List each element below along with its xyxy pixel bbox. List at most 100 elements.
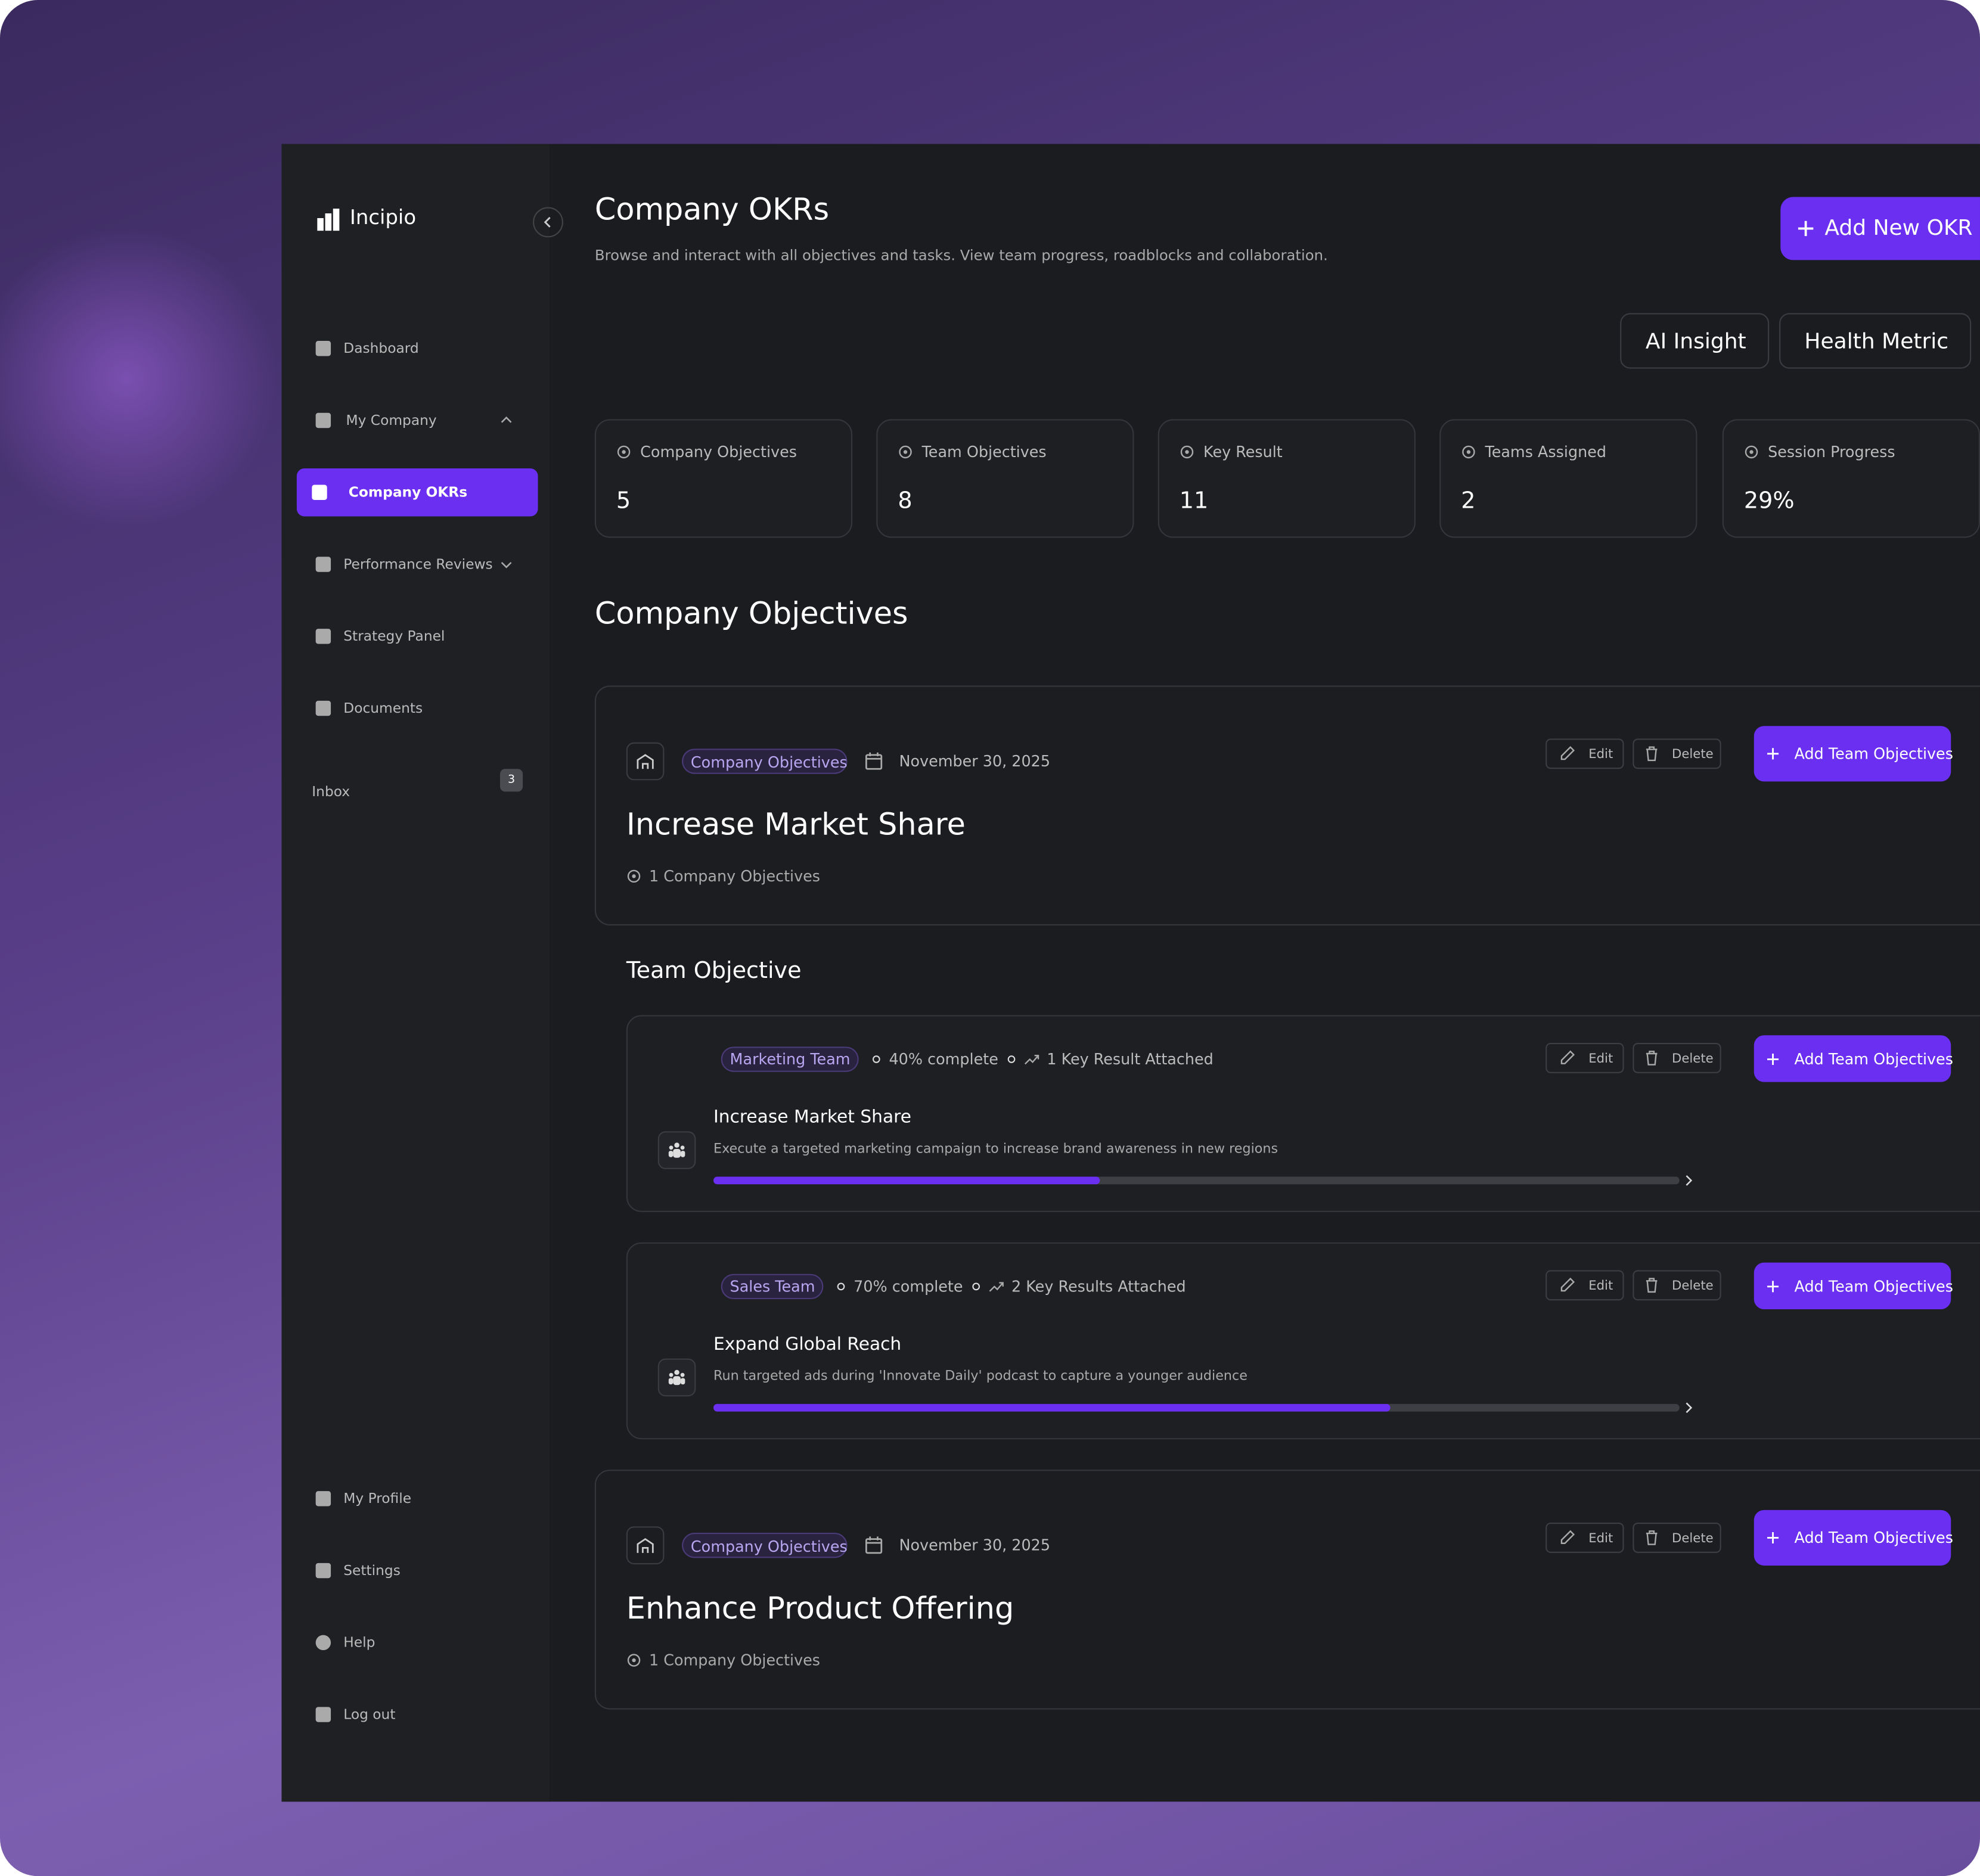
people-icon <box>668 1142 685 1158</box>
delete-icon <box>1646 1051 1658 1066</box>
section-title: Company Objectives <box>594 595 908 632</box>
edit-icon <box>1560 746 1575 760</box>
add-team-objectives-button[interactable]: Add Team Objectives <box>1754 1262 1953 1310</box>
nav-label[interactable]: Documents <box>343 700 423 717</box>
nav-label[interactable]: Dashboard <box>343 340 419 357</box>
nav-label[interactable]: Settings <box>343 1562 401 1579</box>
building-icon <box>637 1538 654 1553</box>
tag-label: Marketing Team <box>730 1050 851 1069</box>
calendar-icon <box>865 752 883 770</box>
add-team-objectives-button[interactable]: Add Team Objectives <box>1754 1510 1953 1566</box>
objective-card: Company Objectives November 30, 2025 Incre… <box>594 685 1980 925</box>
delete-button[interactable]: Delete <box>1633 1523 1721 1553</box>
progress-label: 40% complete <box>889 1050 998 1069</box>
nav-icon <box>315 412 331 428</box>
add-team-objectives-button[interactable]: Add Team Objectives <box>1754 1035 1953 1082</box>
delete-button[interactable]: Delete <box>1633 1042 1721 1073</box>
nav-label[interactable]: Inbox <box>312 783 350 800</box>
stat-card: Team Objectives 8 <box>876 419 1134 538</box>
button-label: Add Team Objectives <box>1794 744 1953 763</box>
button-label: Add Team Objectives <box>1794 1276 1953 1295</box>
nav-icon <box>315 1635 331 1651</box>
button-label: Add Team Objectives <box>1794 1049 1953 1068</box>
stat-label: Teams Assigned <box>1485 443 1607 461</box>
progress-fill <box>713 1176 1100 1185</box>
trend-icon <box>989 1282 1004 1292</box>
progress-track <box>713 1403 1680 1412</box>
edit-button[interactable]: Edit <box>1545 1523 1624 1553</box>
nav-icon <box>313 751 333 772</box>
objective-count: 1 Company Objectives <box>648 1651 821 1669</box>
edit-button[interactable]: Edit <box>1545 738 1624 769</box>
trend-icon <box>1024 1054 1039 1065</box>
nav-item-active[interactable]: Company OKRs <box>296 468 538 517</box>
chevron-left <box>544 216 551 228</box>
stat-card: Teams Assigned 2 <box>1439 419 1697 538</box>
edit-button[interactable]: Edit <box>1545 1270 1624 1301</box>
delete-icon <box>1646 1530 1658 1545</box>
stat-label: Company Objectives <box>640 443 797 461</box>
stat-value: 29% <box>1743 487 1795 515</box>
nav-label[interactable]: Performance Reviews <box>343 556 493 573</box>
stat-icon <box>1462 445 1475 459</box>
stat-icon <box>899 445 912 459</box>
stat-label: Key Result <box>1203 443 1283 461</box>
edit-label: Edit <box>1588 1052 1613 1067</box>
objective-date: November 30, 2025 <box>899 1536 1051 1555</box>
nav-label[interactable]: My Profile <box>343 1490 412 1507</box>
nav-label[interactable]: My Company <box>346 412 437 429</box>
team-objective-description: Run targeted ads during 'Innovate Daily'… <box>713 1368 1247 1384</box>
progress-label: 70% complete <box>854 1278 963 1296</box>
dot <box>837 1282 845 1291</box>
team-section-title: Team Objective <box>626 957 802 984</box>
nav-icon <box>315 629 331 644</box>
objective-tag: Company Objectives <box>682 748 848 774</box>
team-tag: Marketing Team <box>721 1046 859 1072</box>
stat-value: 5 <box>616 487 631 515</box>
target-icon <box>627 869 641 883</box>
objective-title: Enhance Product Offering <box>626 1591 1014 1626</box>
tab-label: Health Metric <box>1804 329 1949 355</box>
objective-icon <box>626 1526 665 1564</box>
brand-name: Incipio <box>349 205 417 229</box>
tab-label: AI Insight <box>1645 329 1746 355</box>
edit-label: Edit <box>1588 1532 1613 1546</box>
stat-card: Session Progress 29% <box>1722 419 1980 538</box>
progress-track <box>713 1176 1680 1185</box>
collapse-button[interactable] <box>533 207 563 238</box>
key-results-label: 2 Key Results Attached <box>1011 1278 1186 1296</box>
delete-label: Delete <box>1672 1279 1714 1294</box>
team-icon <box>657 1131 696 1169</box>
objective-tag: Company Objectives <box>682 1533 848 1558</box>
add-okr-button[interactable]: Add New OKR <box>1780 197 1980 260</box>
edit-label: Edit <box>1588 1279 1613 1294</box>
nav-label: Company OKRs <box>348 484 468 501</box>
delete-button[interactable]: Delete <box>1633 738 1721 769</box>
stat-icon <box>617 445 631 459</box>
tab-button[interactable]: Health Metric <box>1779 313 1972 369</box>
objective-date: November 30, 2025 <box>899 752 1051 771</box>
nav-icon <box>312 484 327 500</box>
button-label: Add Team Objectives <box>1794 1529 1953 1547</box>
tab-button[interactable]: AI Insight <box>1620 313 1770 369</box>
plus-icon <box>1767 1532 1779 1544</box>
team-objective-title: Expand Global Reach <box>713 1334 902 1355</box>
objective-icon <box>626 742 665 781</box>
nav-label[interactable]: Strategy Panel <box>343 628 445 645</box>
edit-button[interactable]: Edit <box>1545 1042 1624 1073</box>
delete-button[interactable]: Delete <box>1633 1270 1721 1301</box>
edit-label: Edit <box>1588 748 1613 762</box>
tag-label: Sales Team <box>730 1278 815 1296</box>
nav-label[interactable]: Help <box>343 1634 375 1651</box>
add-team-objectives-button[interactable]: Add Team Objectives <box>1754 726 1953 782</box>
dot <box>1007 1055 1016 1063</box>
nav-label[interactable]: Log out <box>343 1706 396 1723</box>
nav-icon <box>315 1563 331 1579</box>
objective-count: 1 Company Objectives <box>648 867 821 886</box>
delete-label: Delete <box>1672 1052 1714 1067</box>
calendar-icon <box>865 1536 883 1554</box>
button-label: Add New OKR <box>1824 216 1973 241</box>
target-icon <box>627 1654 641 1667</box>
